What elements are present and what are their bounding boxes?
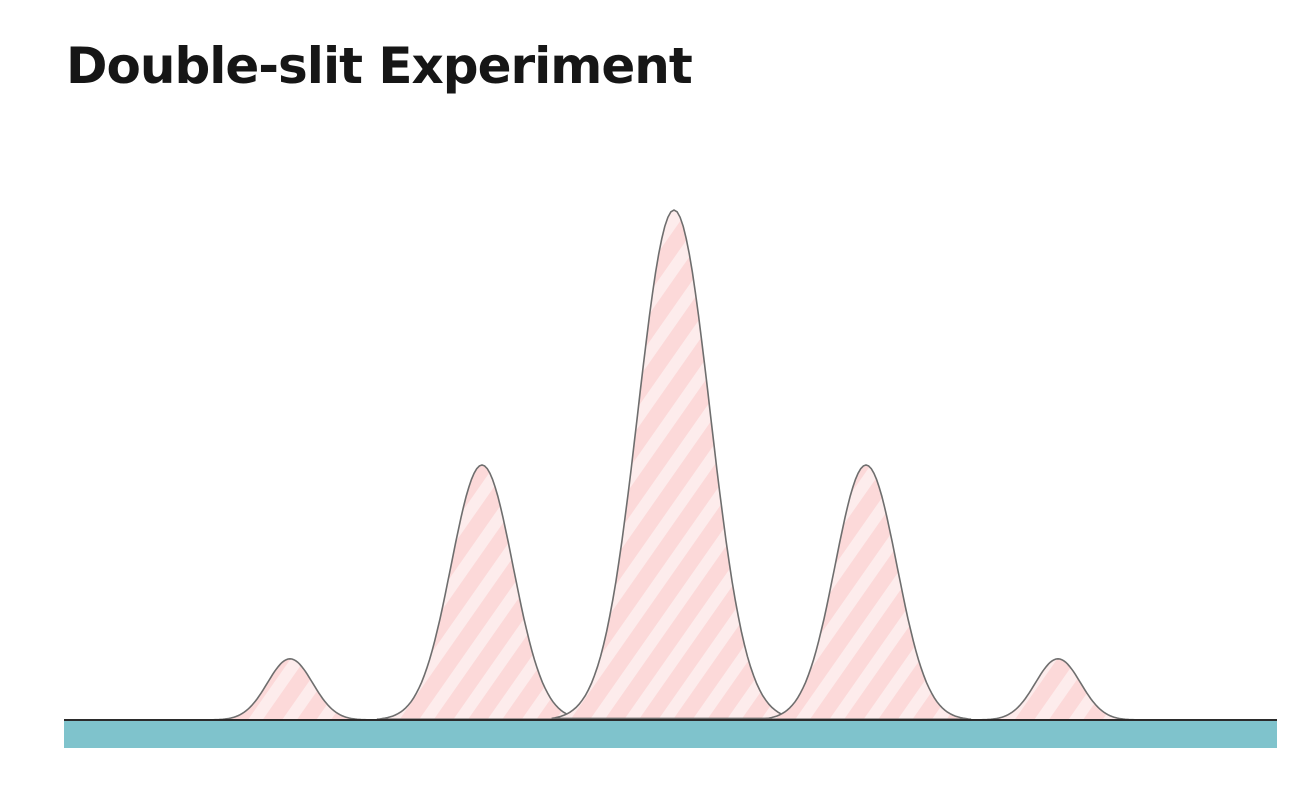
detection-screen [64, 720, 1277, 748]
intensity-peak-1 [213, 657, 367, 721]
page-title: Double-slit Experiment [66, 37, 693, 95]
intensity-peak-5 [981, 657, 1135, 721]
intensity-peak-2 [376, 464, 588, 720]
intensity-peak-4 [760, 464, 972, 720]
intensity-peak-3 [551, 209, 797, 720]
